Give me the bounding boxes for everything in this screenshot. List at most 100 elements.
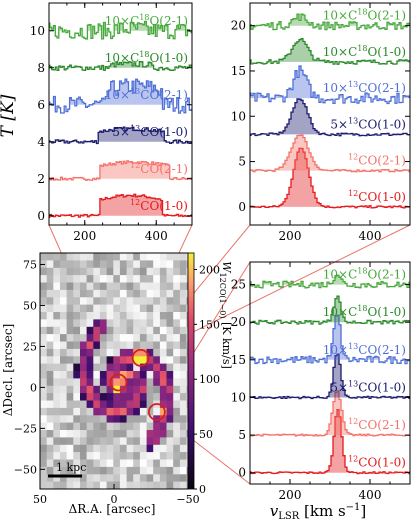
spectrum-fill-10xC18O(2-1) — [250, 14, 410, 26]
map-cell — [166, 260, 174, 269]
map-cell — [159, 282, 167, 291]
map-cell — [179, 348, 187, 357]
map-cell — [186, 267, 188, 276]
map-cell — [73, 319, 81, 328]
map-cell — [113, 481, 121, 489]
map-cell — [126, 348, 134, 357]
map-cell — [159, 334, 167, 342]
map-cell — [93, 253, 101, 261]
map-cell — [153, 444, 161, 453]
map-cell — [66, 430, 74, 438]
map-cell — [99, 304, 107, 313]
map-cell — [113, 393, 121, 401]
map-cell — [146, 253, 154, 261]
map-cell — [99, 415, 107, 424]
map-cell — [159, 304, 167, 313]
map-cell — [73, 459, 81, 468]
map-cell — [80, 319, 88, 328]
map-cell — [133, 289, 141, 298]
map-cell — [80, 363, 88, 372]
map-cell — [186, 378, 188, 387]
map-ytick-label: −25 — [14, 422, 37, 435]
map-ytick-label: 25 — [23, 340, 37, 353]
map-cell — [46, 459, 54, 468]
map-cell — [166, 415, 174, 424]
map-cell — [146, 407, 154, 416]
map-cell — [46, 422, 54, 431]
map-cell — [159, 437, 167, 446]
map-cell — [173, 334, 181, 342]
map-cell — [153, 430, 161, 438]
map-cell — [46, 275, 54, 283]
map-cell — [106, 371, 114, 379]
map-cell — [80, 334, 88, 342]
spectrum-fill-10xC18O(2-1) — [49, 21, 192, 31]
map-cell — [139, 289, 147, 298]
map-cell — [106, 459, 114, 468]
map-cell — [146, 400, 154, 409]
map-cell — [173, 267, 181, 276]
map-cell — [146, 289, 154, 298]
map-cell — [126, 282, 134, 291]
map-cell — [126, 444, 134, 453]
map-cell — [66, 282, 74, 291]
map-cell — [126, 363, 134, 372]
map-cell — [126, 341, 134, 350]
map-cell — [153, 378, 161, 387]
map-cell — [93, 385, 101, 394]
map-cell — [139, 371, 147, 379]
map-cell — [80, 260, 88, 269]
series-label-10xC18O(2-1): 10×C18O(2-1) — [105, 13, 188, 28]
map-cell — [60, 312, 68, 320]
map-cell — [179, 459, 187, 468]
map-cell — [40, 415, 48, 424]
colorbar-tick-label: 150 — [199, 318, 220, 331]
map-cell — [53, 415, 61, 424]
map-cell — [179, 481, 187, 489]
map-cell — [86, 452, 94, 460]
spectrum-line-10x13CO(2-1) — [250, 65, 410, 105]
map-cell — [113, 275, 121, 283]
map-cell — [99, 282, 107, 291]
map-cell — [186, 260, 188, 269]
map-cell — [146, 385, 154, 394]
spectrum-fill-12CO(1-0) — [250, 148, 410, 207]
map-cell — [99, 297, 107, 306]
map-cell — [126, 466, 134, 475]
map-cell — [133, 297, 141, 306]
map-cell — [46, 378, 54, 387]
map-cell — [126, 253, 134, 261]
map-cell — [40, 371, 48, 379]
map-cell — [166, 481, 174, 489]
map-cell — [53, 437, 61, 446]
series-label-12CO(2-1): 12CO(2-1) — [348, 417, 406, 432]
map-cell — [99, 356, 107, 365]
map-cell — [153, 289, 161, 298]
spectrum-line-5x13CO(1-0) — [250, 353, 410, 400]
map-cell — [80, 297, 88, 306]
map-cell — [133, 385, 141, 394]
map-cell — [73, 481, 81, 489]
map-cell — [86, 312, 94, 320]
map-cell — [133, 304, 141, 313]
panel-c-frame — [249, 261, 411, 485]
map-cell — [153, 267, 161, 276]
map-cell — [166, 326, 174, 335]
map-cell — [173, 459, 181, 468]
map-cell — [93, 289, 101, 298]
series-label-5x13CO(1-0): 5×13CO(1-0) — [112, 124, 188, 139]
spectrum-fill-10xC18O(2-1) — [250, 275, 410, 285]
map-cell — [179, 334, 187, 342]
ytick-label: 10 — [231, 109, 246, 123]
map-cell — [146, 430, 154, 438]
map-cell — [119, 452, 127, 460]
map-cell — [119, 275, 127, 283]
map-cell — [186, 356, 188, 365]
map-cell — [133, 393, 141, 401]
map-cell — [126, 481, 134, 489]
colorbar-tick-label: 100 — [199, 373, 220, 386]
map-cell — [159, 466, 167, 475]
ytick-label: 5 — [238, 428, 246, 442]
scale-bar-label: 1 kpc — [56, 461, 86, 474]
series-label-10xC18O(1-0): 10×C18O(1-0) — [323, 44, 406, 59]
